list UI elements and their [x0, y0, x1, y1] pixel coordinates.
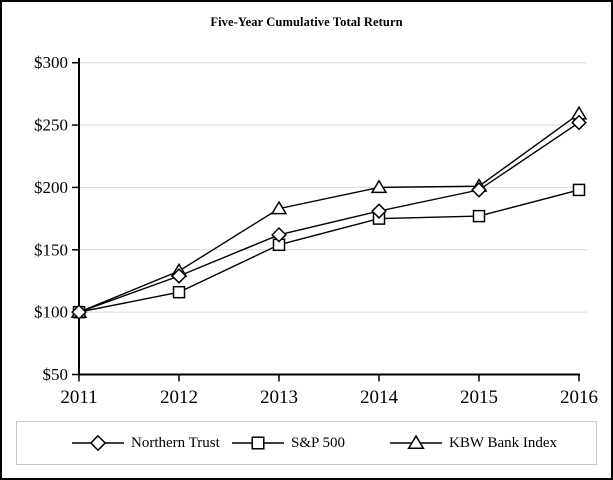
- legend-label-sp500: S&P 500: [291, 434, 346, 451]
- square-marker: [472, 209, 486, 223]
- series-line-northern-trust: [78, 122, 580, 313]
- diamond-marker: [271, 226, 287, 243]
- triangle-marker: [407, 434, 425, 449]
- x-tick-label: 2015: [460, 387, 498, 408]
- legend-label-northern-trust: Northern Trust: [131, 434, 220, 451]
- x-tick-label: 2016: [560, 387, 598, 408]
- chart-title: Five-Year Cumulative Total Return: [210, 15, 403, 29]
- square-legend-icon: [232, 436, 284, 450]
- y-tick-label: $250: [34, 116, 68, 135]
- series-line-s-p-500: [78, 189, 580, 313]
- diamond-marker: [171, 268, 187, 284]
- x-tick-label: 2012: [160, 387, 198, 408]
- triangle-marker: [270, 200, 288, 215]
- diamond-marker: [371, 203, 387, 219]
- x-tick-label: 2013: [260, 387, 298, 408]
- legend: Northern Trust S&P 500 KBW Bank Index: [16, 421, 597, 465]
- square-marker: [251, 436, 265, 450]
- series-line-kbw-bank-index: [78, 113, 580, 313]
- square-marker: [172, 285, 186, 299]
- y-tick-label: $200: [34, 178, 68, 197]
- legend-item-sp500: S&P 500: [231, 422, 345, 464]
- x-tick-label: 2014: [360, 387, 399, 408]
- legend-item-kbw-bank-index: KBW Bank Index: [389, 422, 557, 464]
- y-tick-label: $100: [34, 303, 68, 322]
- triangle-marker: [370, 179, 388, 194]
- diamond-marker: [89, 434, 107, 452]
- legend-item-northern-trust: Northern Trust: [71, 422, 220, 464]
- diamond-legend-icon: [72, 434, 124, 452]
- triangle-legend-icon: [390, 434, 442, 449]
- square-marker: [572, 183, 586, 197]
- diamond-marker: [71, 304, 87, 321]
- diamond-marker: [571, 114, 587, 131]
- y-tick-label: $50: [43, 365, 69, 384]
- diamond-marker: [471, 182, 487, 198]
- legend-label-kbw-bank-index: KBW Bank Index: [449, 434, 558, 451]
- y-tick-label: $150: [34, 240, 68, 259]
- x-tick-label: 2011: [60, 387, 97, 408]
- y-tick-label: $300: [34, 53, 68, 72]
